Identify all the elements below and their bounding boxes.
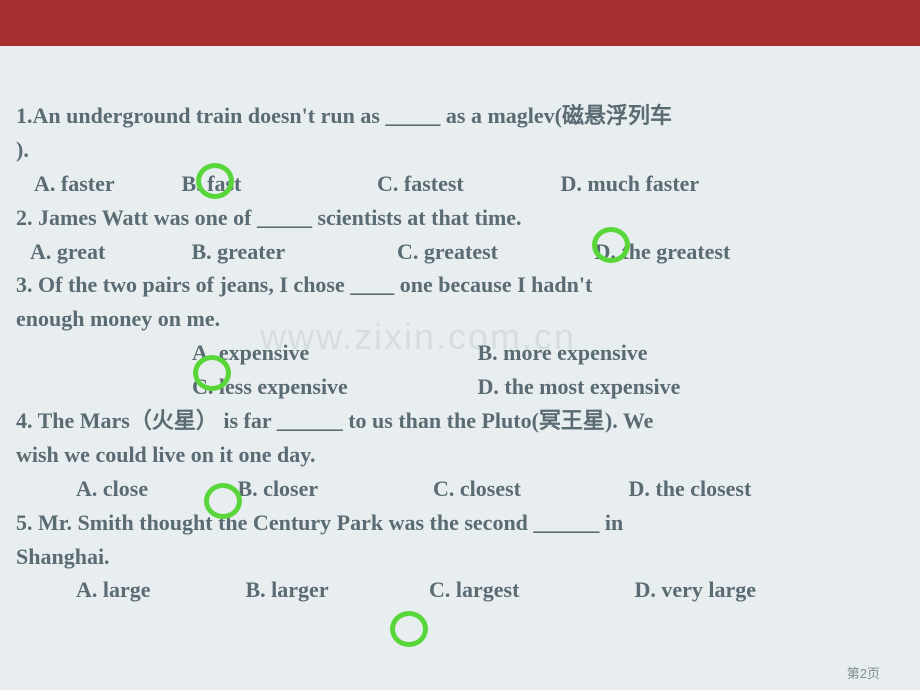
q1-stem-line1: 1.An underground train doesn't run as __…	[16, 100, 904, 132]
q3-option-d: D. the most expensive	[478, 371, 681, 403]
quiz-body: 1.An underground train doesn't run as __…	[16, 100, 904, 608]
q4-stem-line2: wish we could live on it one day.	[16, 439, 904, 471]
q4-option-b: B. closer	[238, 473, 428, 505]
q3-option-c: C. less expensive	[192, 371, 472, 403]
q1-options: A. faster B. fast C. fastest D. much fas…	[16, 168, 904, 200]
q4-stem-line1: 4. The Mars（火星） is far ______ to us than…	[16, 405, 904, 437]
q5-option-d: D. very large	[635, 574, 757, 606]
q3-option-a: A. expensive	[192, 337, 472, 369]
q1-option-a: A. faster	[34, 168, 176, 200]
q5-stem-line2: Shanghai.	[16, 541, 904, 573]
q1-option-c: C. fastest	[377, 168, 555, 200]
q3-stem-line2: enough money on me.	[16, 303, 904, 335]
answer-circle-5	[390, 611, 428, 647]
q1-option-d: D. much faster	[561, 168, 700, 200]
q5-option-b: B. larger	[246, 574, 424, 606]
q5-options: A. large B. larger C. largest D. very la…	[16, 574, 904, 606]
q2-options: A. great B. greater C. greatest D. the g…	[16, 236, 904, 268]
q5-option-c: C. largest	[429, 574, 629, 606]
q1-option-b: B. fast	[182, 168, 372, 200]
q4-options: A. close B. closer C. closest D. the clo…	[16, 473, 904, 505]
q5-option-a: A. large	[76, 574, 240, 606]
q1-stem-line2: ).	[16, 134, 904, 166]
q4-option-a: A. close	[76, 473, 232, 505]
q3-stem-line1: 3. Of the two pairs of jeans, I chose __…	[16, 269, 904, 301]
q5-stem-line1: 5. Mr. Smith thought the Century Park wa…	[16, 507, 904, 539]
q2-option-c: C. greatest	[397, 236, 589, 268]
q3-options-row1: A. expensive B. more expensive	[16, 337, 904, 369]
q2-option-d: D. the greatest	[595, 236, 731, 268]
q3-option-b: B. more expensive	[478, 337, 648, 369]
q2-option-b: B. greater	[192, 236, 392, 268]
q2-option-a: A. great	[30, 236, 186, 268]
top-bar	[0, 0, 920, 46]
q4-option-d: D. the closest	[629, 473, 752, 505]
page-number: 第2页	[847, 663, 880, 682]
q3-options-row2: C. less expensive D. the most expensive	[16, 371, 904, 403]
q2-stem: 2. James Watt was one of _____ scientist…	[16, 202, 904, 234]
q4-option-c: C. closest	[433, 473, 623, 505]
